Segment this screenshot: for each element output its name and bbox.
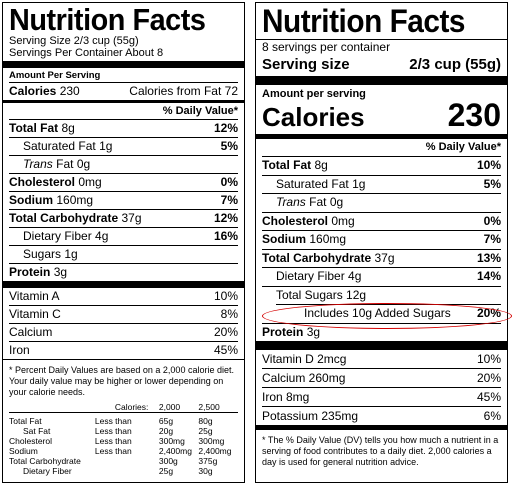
nutrient-row-dietary-fiber: Dietary Fiber 4g 14%: [262, 267, 501, 286]
nutrient-row-trans-fat: Trans Fat 0g: [9, 155, 238, 173]
nutrient-row-total-fat: Total Fat 8g 12%: [9, 119, 238, 135]
daily-value-reference-table: Calories: 2,000 2,500 Total Fat Less than…: [9, 402, 238, 476]
nutrient-row-sodium: Sodium 160mg 7%: [262, 230, 501, 249]
vitamin-row: Iron 8mg 45%: [262, 387, 501, 406]
nutrient-row-total-sugars: Total Sugars 12g: [262, 285, 501, 305]
nutrient-row-cholesterol: Cholesterol 0mg 0%: [262, 211, 501, 231]
vitamin-row: Calcium 20%: [9, 323, 238, 339]
calories-row: Calories 230: [262, 97, 501, 133]
calories-label: Calories: [262, 102, 365, 132]
amount-per-serving: Amount per serving: [262, 88, 366, 100]
calories-label: Calories: [9, 84, 57, 98]
nutrient-row-total-fat: Total Fat 8g 10%: [262, 156, 501, 175]
table-row: Dietary Fiber 25g 30g: [23, 465, 213, 476]
table-row: Total Fat Less than 65g 80g: [9, 415, 213, 426]
serving-size-value: 2/3 cup (55g): [409, 56, 501, 73]
calories-row: Calories 230 Calories from Fat 72: [9, 82, 238, 100]
thick-divider: [256, 76, 507, 85]
table-row: Cholesterol Less than 300mg 300mg: [9, 435, 225, 446]
nutrient-row-sodium: Sodium 160mg 7%: [9, 191, 238, 207]
nutrient-row-sugars: Sugars 1g: [9, 245, 238, 263]
label-title: Nutrition Facts: [262, 3, 466, 39]
table-row: Sat Fat Less than 20g 25g: [23, 425, 213, 436]
nutrient-row-cholesterol: Cholesterol 0mg 0%: [9, 173, 238, 189]
vitamin-row: Vitamin D 2mcg 10%: [262, 352, 501, 366]
old-nutrition-label: Nutrition Facts Serving Size 2/3 cup (55…: [2, 2, 245, 483]
nutrient-row-saturated-fat: Saturated Fat 1g 5%: [262, 174, 501, 194]
medium-divider: [256, 425, 507, 430]
nutrient-row-total-carbohydrate: Total Carbohydrate 37g 13%: [262, 248, 501, 268]
nutrient-row-total-carbohydrate: Total Carbohydrate 37g 12%: [9, 209, 238, 225]
label-title: Nutrition Facts: [9, 2, 206, 37]
daily-value-header: % Daily Value*: [425, 141, 501, 153]
footnote: * Percent Daily Values are based on a 2,…: [9, 365, 234, 397]
calories-value: 230: [447, 97, 501, 133]
thick-divider: [256, 341, 507, 350]
nutrient-row-dietary-fiber: Dietary Fiber 4g 16%: [9, 227, 238, 245]
vitamin-row: Vitamin A 10%: [9, 289, 238, 303]
serving-size: Serving Size 2/3 cup (55g): [9, 35, 139, 47]
calories-value: 230: [59, 84, 80, 98]
nutrient-row-saturated-fat: Saturated Fat 1g 5%: [9, 137, 238, 155]
servings-per-container: Servings Per Container About 8: [9, 47, 164, 59]
vitamin-row: Vitamin C 8%: [9, 305, 238, 321]
thick-divider: [3, 281, 244, 288]
amount-per-serving: Amount Per Serving: [9, 70, 101, 81]
vitamin-row: Potassium 235mg 6%: [262, 406, 501, 425]
divider: [256, 39, 507, 40]
servings-per-container: 8 servings per container: [262, 40, 391, 54]
vitamin-row: Calcium 260mg 20%: [262, 368, 501, 387]
divider: [3, 359, 244, 360]
calories-from-fat: Calories from Fat 72: [129, 84, 238, 98]
footnote: * The % Daily Value (DV) tells you how m…: [262, 435, 499, 467]
serving-size-label: Serving size: [262, 56, 350, 73]
table-row: Sodium Less than 2,400mg 2,400mg: [9, 445, 232, 456]
nutrient-row-trans-fat: Trans Fat 0g: [262, 193, 501, 212]
vitamin-row: Iron 45%: [9, 341, 238, 357]
serving-size-row: Serving size 2/3 cup (55g): [262, 55, 501, 74]
medium-divider: [256, 134, 507, 139]
table-row: Calories: 2,000 2,500: [114, 402, 220, 412]
table-row: Total Carbohydrate 300g 375g: [9, 455, 218, 466]
thick-divider: [3, 61, 244, 68]
new-nutrition-label: Nutrition Facts 8 servings per container…: [255, 2, 508, 483]
nutrient-row-protein: Protein 3g: [9, 263, 238, 281]
daily-value-header: % Daily Value*: [162, 105, 238, 117]
medium-divider: [3, 100, 244, 103]
added-sugars-highlight: [262, 303, 512, 329]
